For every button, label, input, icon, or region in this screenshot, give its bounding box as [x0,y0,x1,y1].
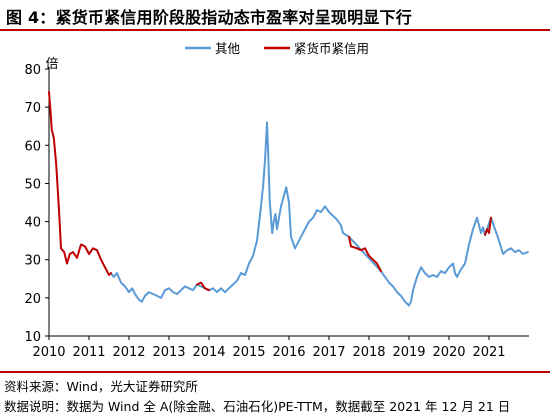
y-tick-label: 10 [24,330,41,345]
chart-series [48,90,529,307]
chart-legend: 其他 紧货币紧信用 [185,41,369,56]
x-tick-label: 2018 [352,345,385,360]
legend-label-other: 其他 [215,41,241,56]
chart-axes: 10 20 30 40 50 60 70 80 倍 2010 2011 2012 2013 2014 201… [24,57,529,360]
pe-line-chart: 10 20 30 40 50 60 70 80 倍 2010 2011 2012 2013 2014 201… [24,41,529,360]
series-line-tight-money-segment-2 [196,281,210,292]
y-tick-label: 70 [24,101,41,116]
x-tick-label: 2015 [232,345,265,360]
y-tick-label: 30 [24,254,41,269]
x-tick-label: 2020 [432,345,465,360]
x-tick-label: 2021 [472,345,505,360]
figure-title: 图 4：紧货币紧信用阶段股指动态市盈率对呈现明显下行 [6,8,412,27]
y-tick-label: 80 [24,63,41,78]
y-axis-unit-label: 倍 [45,57,58,72]
series-line-tight-money-segment-4 [484,216,492,236]
y-tick-label: 50 [24,177,41,192]
x-tick-label: 2012 [112,345,145,360]
series-line-tight-money-segment-3 [348,235,382,273]
legend-label-tight-money: 紧货币紧信用 [294,41,369,56]
x-tick-label: 2011 [72,345,105,360]
y-tick-label: 60 [24,139,41,154]
data-description-note: 数据说明：数据为 Wind 全 A(除金融、石油石化)PE-TTM，数据截至 2… [4,399,511,414]
x-tick-label: 2013 [152,345,185,360]
y-tick-label: 20 [24,292,41,307]
source-note: 资料来源：Wind，光大证券研究所 [4,379,198,394]
x-tick-label: 2019 [392,345,425,360]
series-line-other [110,121,529,307]
series-line-tight-money-segment-1 [48,90,112,276]
title-divider [0,29,550,31]
y-tick-label: 40 [24,216,41,231]
x-tick-label: 2014 [192,345,225,360]
x-tick-label: 2016 [272,345,305,360]
x-tick-label: 2017 [312,345,345,360]
x-tick-label: 2010 [32,345,65,360]
footer-divider [0,371,550,373]
